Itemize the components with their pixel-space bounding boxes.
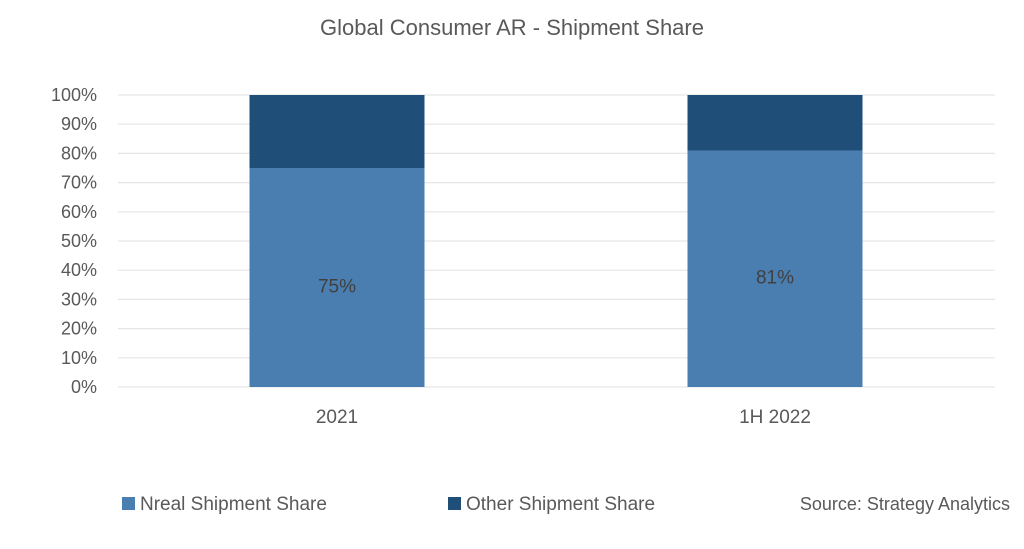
x-axis-ticks: 2021 1H 2022 bbox=[316, 407, 811, 428]
y-axis-ticks: 0% 10% 20% 30% 40% 50% 60% 70% 80% 90% 100% bbox=[51, 85, 97, 397]
legend-swatch bbox=[122, 497, 135, 510]
bar-segment-nreal bbox=[249, 168, 425, 387]
bar-segment-other bbox=[249, 95, 425, 168]
x-tick-label: 2021 bbox=[316, 407, 358, 428]
bar-segment-nreal bbox=[687, 150, 863, 387]
bar-data-label: 81% bbox=[756, 268, 794, 289]
y-tick-label: 70% bbox=[61, 173, 97, 193]
y-tick-label: 40% bbox=[61, 260, 97, 280]
y-tick-label: 90% bbox=[61, 114, 97, 134]
bar-data-label: 75% bbox=[318, 277, 356, 298]
legend-item: Other Shipment Share bbox=[448, 494, 655, 515]
y-tick-label: 50% bbox=[61, 231, 97, 251]
y-tick-label: 0% bbox=[71, 377, 97, 397]
x-tick-label: 1H 2022 bbox=[739, 407, 811, 428]
legend-swatch bbox=[448, 497, 461, 510]
bar-segment-other bbox=[687, 95, 863, 151]
legend-label: Nreal Shipment Share bbox=[140, 494, 327, 515]
y-tick-label: 20% bbox=[61, 319, 97, 339]
chart-title: Global Consumer AR - Shipment Share bbox=[320, 15, 704, 40]
legend-item: Nreal Shipment Share bbox=[122, 494, 327, 515]
y-tick-label: 10% bbox=[61, 348, 97, 368]
y-tick-label: 100% bbox=[51, 85, 97, 105]
y-tick-label: 60% bbox=[61, 202, 97, 222]
bars: 75% 81% bbox=[249, 95, 863, 387]
source-note: Source: Strategy Analytics bbox=[800, 494, 1010, 514]
legend: Nreal Shipment Share Other Shipment Share bbox=[122, 494, 655, 515]
legend-label: Other Shipment Share bbox=[466, 494, 655, 515]
y-tick-label: 30% bbox=[61, 289, 97, 309]
y-tick-label: 80% bbox=[61, 143, 97, 163]
